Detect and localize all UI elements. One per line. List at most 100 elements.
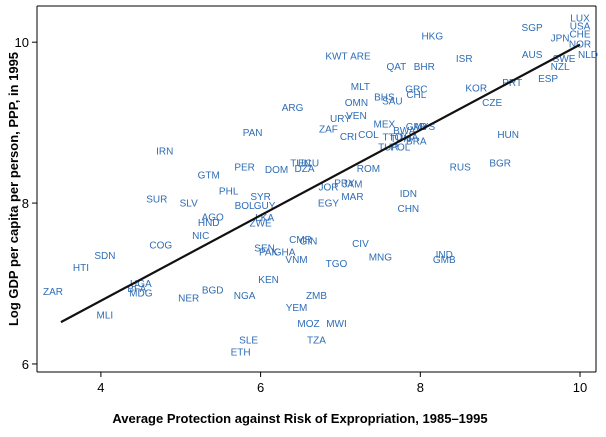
data-point-label: BWA: [393, 126, 416, 137]
data-point-label: BHS: [374, 92, 395, 103]
data-point-label: DOM: [265, 165, 288, 176]
data-point-label: PAK: [259, 248, 279, 259]
data-point-label: GUY: [254, 201, 276, 212]
data-point-label: OMN: [345, 98, 368, 109]
data-point-label: CZE: [482, 98, 502, 109]
data-point-label: NER: [178, 293, 199, 304]
data-point-label: IDN: [400, 189, 417, 200]
data-point-label: BRA: [406, 137, 427, 148]
data-point-label: ZMB: [306, 291, 327, 302]
data-point-label: SLE: [239, 335, 258, 346]
data-point-label: KOR: [465, 84, 487, 95]
data-point-label: ZAR: [43, 287, 63, 298]
data-point-label: SAU: [382, 96, 403, 107]
y-ticks: 6 8 10: [15, 35, 37, 372]
data-point-label: CHN: [397, 204, 419, 215]
data-point-label: QAT: [386, 62, 406, 73]
fit-line: [60, 43, 581, 324]
data-point-label: TTO: [382, 133, 402, 144]
data-point-label: VNM: [285, 255, 307, 266]
data-point-label: GIN: [300, 236, 318, 247]
x-tick-label: 8: [417, 380, 424, 395]
data-point-label: MAR: [341, 192, 363, 203]
data-point-label: SUR: [146, 195, 167, 206]
data-point-label: PHL: [219, 187, 239, 198]
data-point-label: ARE: [350, 51, 371, 62]
data-point-label: PER: [234, 162, 255, 173]
x-tick-label: 4: [97, 380, 104, 395]
data-point-label: TGO: [326, 259, 348, 270]
data-point-label: BGD: [202, 285, 224, 296]
data-point-label: POL: [390, 142, 410, 153]
data-point-label: NGA: [234, 291, 256, 302]
data-point-label: IRN: [156, 146, 173, 157]
data-point-label: SGP: [522, 23, 543, 34]
data-point-label: AGO: [202, 212, 224, 223]
data-point-label: DZA: [295, 164, 315, 175]
data-point-label: PRT: [502, 78, 522, 89]
data-point-label: NLD: [578, 50, 598, 61]
x-tick-label: 10: [573, 380, 587, 395]
data-point-label: EGY: [318, 199, 339, 210]
data-point-label: KWT: [325, 51, 347, 62]
data-point-label: BHR: [414, 62, 435, 73]
data-point-label: CIV: [352, 239, 369, 250]
data-point-label: VEN: [346, 111, 367, 122]
data-point-label: ECU: [298, 158, 319, 169]
data-point-label: SWE: [553, 54, 576, 65]
data-point-label: COG: [149, 240, 172, 251]
data-point-label: MLT: [351, 82, 370, 93]
y-tick-label: 10: [15, 35, 29, 50]
data-point-label: CMR: [289, 235, 312, 246]
data-point-label: RUS: [450, 162, 471, 173]
data-point-label: PAN: [243, 128, 263, 139]
data-point-label: MLI: [97, 310, 114, 321]
y-tick-label: 6: [22, 357, 29, 372]
data-point-label: GHA: [274, 248, 296, 259]
data-point-label: BGR: [489, 158, 511, 169]
data-point-label: IND: [436, 250, 453, 261]
data-point-label: NIC: [192, 231, 209, 242]
data-point-label: GAB: [406, 122, 427, 133]
data-point-label: ESP: [538, 74, 558, 85]
data-point-label: HTI: [73, 263, 89, 274]
data-point-label: GRC: [405, 84, 427, 95]
data-point-label: HND: [198, 218, 220, 229]
plot-frame: [36, 5, 597, 373]
data-point-label: BOL: [235, 201, 255, 212]
data-point-label: SDN: [94, 251, 115, 262]
data-point-label: HUN: [497, 130, 519, 141]
data-point-label: ISR: [456, 54, 473, 65]
data-point-label: THA: [398, 133, 418, 144]
data-point-label: MEX: [374, 120, 396, 131]
data-point-label: TUN: [290, 158, 311, 169]
data-point-label: CHL: [406, 90, 426, 101]
data-point-label: ZAF: [319, 125, 338, 136]
y-tick-label: 8: [22, 196, 29, 211]
data-point-label: MNG: [369, 252, 393, 263]
data-point-label: MOZ: [297, 319, 319, 330]
data-point-label: SLV: [180, 199, 198, 210]
data-point-label: NZL: [551, 62, 570, 73]
data-point-label: ETH: [231, 347, 251, 358]
data-point-label: MDG: [129, 289, 153, 300]
data-point-label: JPN: [551, 34, 570, 45]
x-axis-title: Average Protection against Risk of Expro…: [112, 411, 487, 426]
data-point-label: CRI: [340, 132, 357, 143]
data-point-label: MWI: [326, 319, 347, 330]
data-point-label: ZWE: [249, 219, 272, 230]
data-point-label: PRY: [334, 178, 355, 189]
data-point-label: SYR: [250, 192, 271, 203]
data-point-label: CHE: [569, 30, 590, 41]
data-point-label: ROM: [357, 164, 380, 175]
data-point-label: GTM: [198, 170, 220, 181]
data-point-label: TZA: [307, 335, 326, 346]
data-point-label: URY: [330, 114, 351, 125]
data-point-label: LUX: [570, 14, 590, 25]
data-point-label: GMB: [433, 255, 456, 266]
data-point-label: USA: [570, 22, 591, 33]
x-ticks: 4 6 8 10: [97, 372, 587, 395]
data-point-label: ARG: [282, 103, 304, 114]
